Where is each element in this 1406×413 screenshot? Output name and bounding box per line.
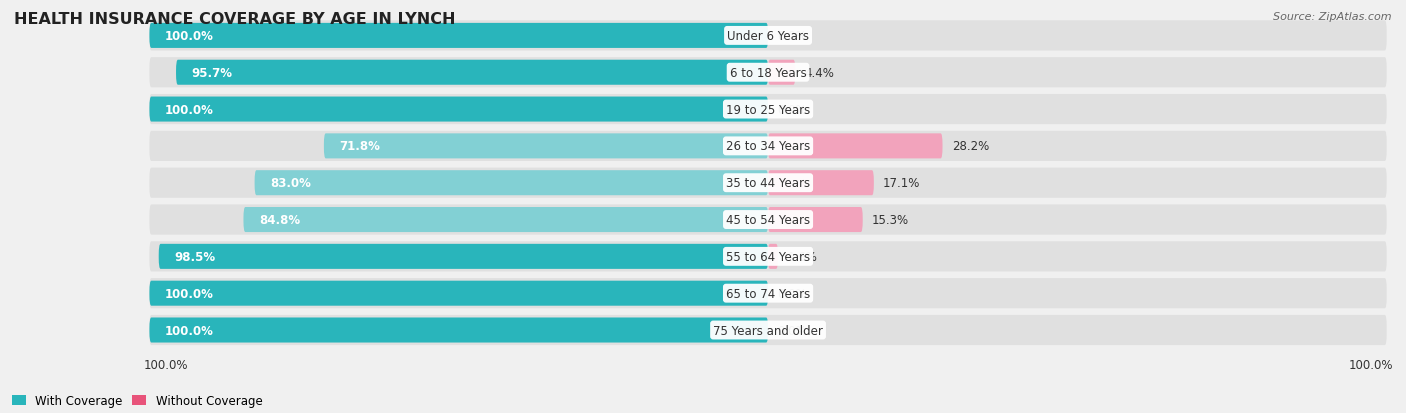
FancyBboxPatch shape <box>149 97 768 122</box>
FancyBboxPatch shape <box>149 24 768 49</box>
FancyBboxPatch shape <box>149 315 1386 345</box>
FancyBboxPatch shape <box>149 242 1386 272</box>
FancyBboxPatch shape <box>149 168 1386 198</box>
Text: 100.0%: 100.0% <box>143 358 188 372</box>
Text: 65 to 74 Years: 65 to 74 Years <box>725 287 810 300</box>
Text: 35 to 44 Years: 35 to 44 Years <box>725 177 810 190</box>
FancyBboxPatch shape <box>768 134 942 159</box>
Text: 100.0%: 100.0% <box>165 287 214 300</box>
FancyBboxPatch shape <box>243 207 768 233</box>
Text: 100.0%: 100.0% <box>165 30 214 43</box>
Text: 55 to 64 Years: 55 to 64 Years <box>725 250 810 263</box>
FancyBboxPatch shape <box>159 244 768 269</box>
Text: 17.1%: 17.1% <box>883 177 921 190</box>
Text: 6 to 18 Years: 6 to 18 Years <box>730 66 807 80</box>
FancyBboxPatch shape <box>149 318 768 343</box>
Text: Source: ZipAtlas.com: Source: ZipAtlas.com <box>1274 12 1392 22</box>
FancyBboxPatch shape <box>254 171 768 196</box>
FancyBboxPatch shape <box>149 58 1386 88</box>
Text: 0.0%: 0.0% <box>778 30 807 43</box>
FancyBboxPatch shape <box>323 134 768 159</box>
Text: 45 to 54 Years: 45 to 54 Years <box>725 214 810 226</box>
Text: 100.0%: 100.0% <box>165 324 214 337</box>
FancyBboxPatch shape <box>768 207 863 233</box>
FancyBboxPatch shape <box>176 61 768 85</box>
Text: 0.0%: 0.0% <box>778 324 807 337</box>
FancyBboxPatch shape <box>149 281 768 306</box>
Text: 1.6%: 1.6% <box>787 250 817 263</box>
FancyBboxPatch shape <box>149 278 1386 309</box>
Text: 71.8%: 71.8% <box>339 140 380 153</box>
Text: Under 6 Years: Under 6 Years <box>727 30 808 43</box>
FancyBboxPatch shape <box>768 61 796 85</box>
Text: 15.3%: 15.3% <box>872 214 910 226</box>
Text: 75 Years and older: 75 Years and older <box>713 324 823 337</box>
FancyBboxPatch shape <box>768 171 875 196</box>
Text: 0.0%: 0.0% <box>778 103 807 116</box>
Text: 95.7%: 95.7% <box>191 66 232 80</box>
Text: 100.0%: 100.0% <box>165 103 214 116</box>
Text: 19 to 25 Years: 19 to 25 Years <box>725 103 810 116</box>
Text: HEALTH INSURANCE COVERAGE BY AGE IN LYNCH: HEALTH INSURANCE COVERAGE BY AGE IN LYNC… <box>14 12 456 27</box>
Text: 0.0%: 0.0% <box>778 287 807 300</box>
FancyBboxPatch shape <box>149 95 1386 125</box>
FancyBboxPatch shape <box>768 244 778 269</box>
Text: 98.5%: 98.5% <box>174 250 215 263</box>
FancyBboxPatch shape <box>149 131 1386 161</box>
FancyBboxPatch shape <box>149 21 1386 51</box>
Legend: With Coverage, Without Coverage: With Coverage, Without Coverage <box>7 389 267 412</box>
Text: 100.0%: 100.0% <box>1348 358 1393 372</box>
Text: 26 to 34 Years: 26 to 34 Years <box>725 140 810 153</box>
Text: 28.2%: 28.2% <box>952 140 988 153</box>
Text: 84.8%: 84.8% <box>259 214 299 226</box>
FancyBboxPatch shape <box>149 205 1386 235</box>
Text: 4.4%: 4.4% <box>804 66 834 80</box>
Text: 83.0%: 83.0% <box>270 177 311 190</box>
